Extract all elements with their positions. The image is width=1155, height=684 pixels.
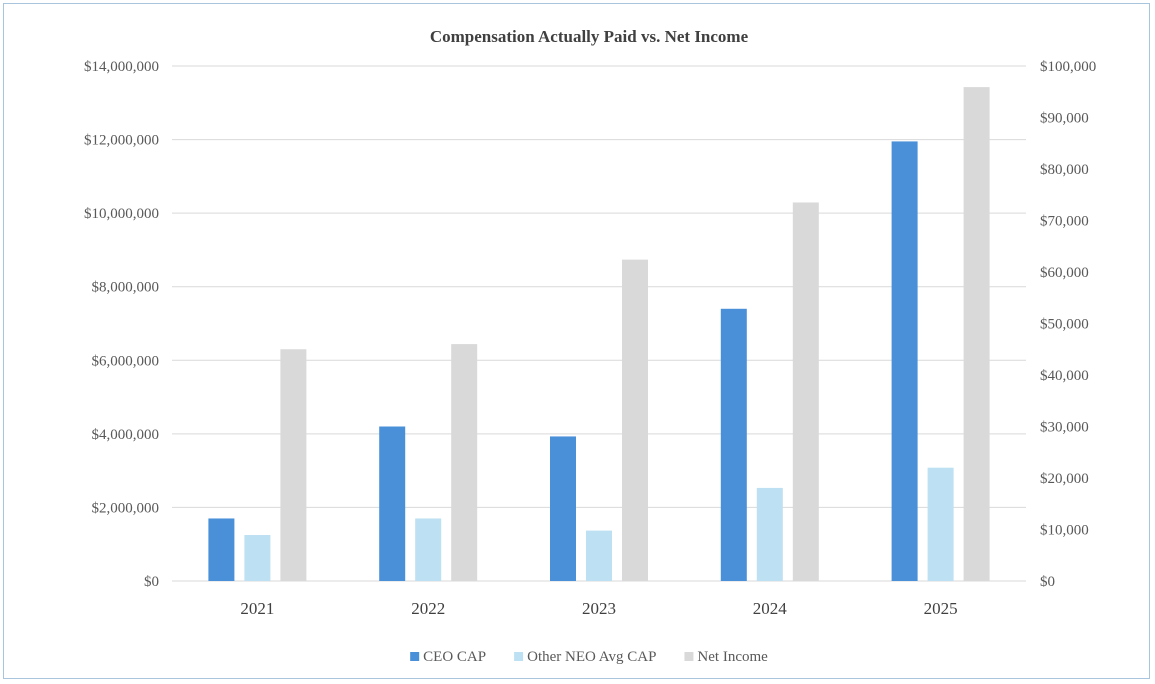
right-tick-label: $0 — [1040, 574, 1055, 590]
bar-net-income-2024 — [792, 202, 819, 581]
legend-label-net-income: Net Income — [697, 649, 768, 665]
legend-swatch-net-income — [684, 652, 694, 661]
right-tick-label: $90,000 — [1040, 111, 1089, 127]
gridlines — [172, 65, 1026, 582]
right-tick-label: $100,000 — [1040, 59, 1096, 75]
bar-ceo-cap-2022 — [379, 426, 406, 581]
bar-net-income-2021 — [280, 349, 307, 581]
legend-label-ceo-cap: CEO CAP — [423, 649, 486, 665]
legend-swatch-other-neo-avg-cap — [514, 652, 524, 661]
right-tick-label: $60,000 — [1040, 265, 1089, 281]
chart-title: Compensation Actually Paid vs. Net Incom… — [430, 27, 749, 46]
left-tick-label: $14,000,000 — [84, 59, 159, 75]
left-tick-label: $2,000,000 — [92, 500, 160, 516]
category-label: 2023 — [582, 599, 616, 618]
bar-ceo-cap-2024 — [720, 308, 747, 581]
bar-net-income-2022 — [451, 344, 478, 581]
category-labels: 2021 2022 2023 2024 2025 — [240, 599, 957, 618]
left-tick-label: $0 — [144, 574, 159, 590]
bar-ceo-cap-2021 — [208, 518, 235, 581]
bar-net-income-2025 — [963, 87, 990, 582]
bar-other-neo-avg-cap-2023 — [586, 530, 612, 581]
right-axis-ticks: $0 $10,000 $20,000 $30,000 $40,000 $50,000 $60… — [1040, 59, 1096, 590]
right-tick-label: $30,000 — [1040, 420, 1089, 436]
legend: CEO CAP Other NEO Avg CAP Net Income — [410, 649, 768, 665]
right-tick-label: $40,000 — [1040, 368, 1089, 384]
left-tick-label: $12,000,000 — [84, 133, 159, 149]
right-tick-label: $80,000 — [1040, 162, 1089, 178]
category-label: 2025 — [924, 599, 958, 618]
left-tick-label: $6,000,000 — [92, 353, 160, 369]
bar-other-neo-avg-cap-2025 — [927, 467, 954, 581]
right-tick-label: $20,000 — [1040, 471, 1089, 487]
left-tick-label: $4,000,000 — [92, 427, 160, 443]
bars — [208, 87, 990, 582]
left-axis-ticks: $0 $2,000,000 $4,000,000 $6,000,000 $8,000,0… — [84, 59, 159, 590]
right-tick-label: $50,000 — [1040, 317, 1089, 333]
right-tick-label: $70,000 — [1040, 214, 1089, 230]
legend-swatch-ceo-cap — [410, 652, 420, 661]
category-label: 2021 — [240, 599, 274, 618]
bar-other-neo-avg-cap-2021 — [244, 535, 271, 581]
category-label: 2024 — [753, 599, 788, 618]
legend-label-other-neo-avg-cap: Other NEO Avg CAP — [527, 649, 656, 665]
bar-net-income-2023 — [622, 259, 648, 581]
left-tick-label: $8,000,000 — [92, 280, 160, 296]
compensation-vs-net-income-chart: Compensation Actually Paid vs. Net Incom… — [84, 27, 1096, 665]
right-tick-label: $10,000 — [1040, 523, 1089, 539]
chart-frame: Compensation Actually Paid vs. Net Incom… — [3, 3, 1150, 679]
category-label: 2022 — [411, 599, 445, 618]
left-tick-label: $10,000,000 — [84, 206, 159, 222]
bar-ceo-cap-2023 — [550, 436, 576, 581]
bar-other-neo-avg-cap-2024 — [756, 487, 783, 581]
bar-ceo-cap-2025 — [891, 141, 918, 582]
bar-other-neo-avg-cap-2022 — [415, 518, 442, 581]
